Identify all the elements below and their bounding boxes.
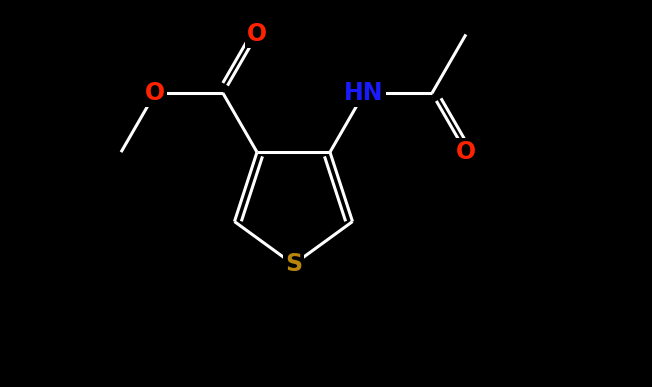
Text: O: O (456, 140, 476, 164)
Text: O: O (247, 22, 267, 46)
Text: HN: HN (344, 81, 384, 105)
Text: S: S (285, 252, 302, 276)
Text: O: O (145, 81, 165, 105)
